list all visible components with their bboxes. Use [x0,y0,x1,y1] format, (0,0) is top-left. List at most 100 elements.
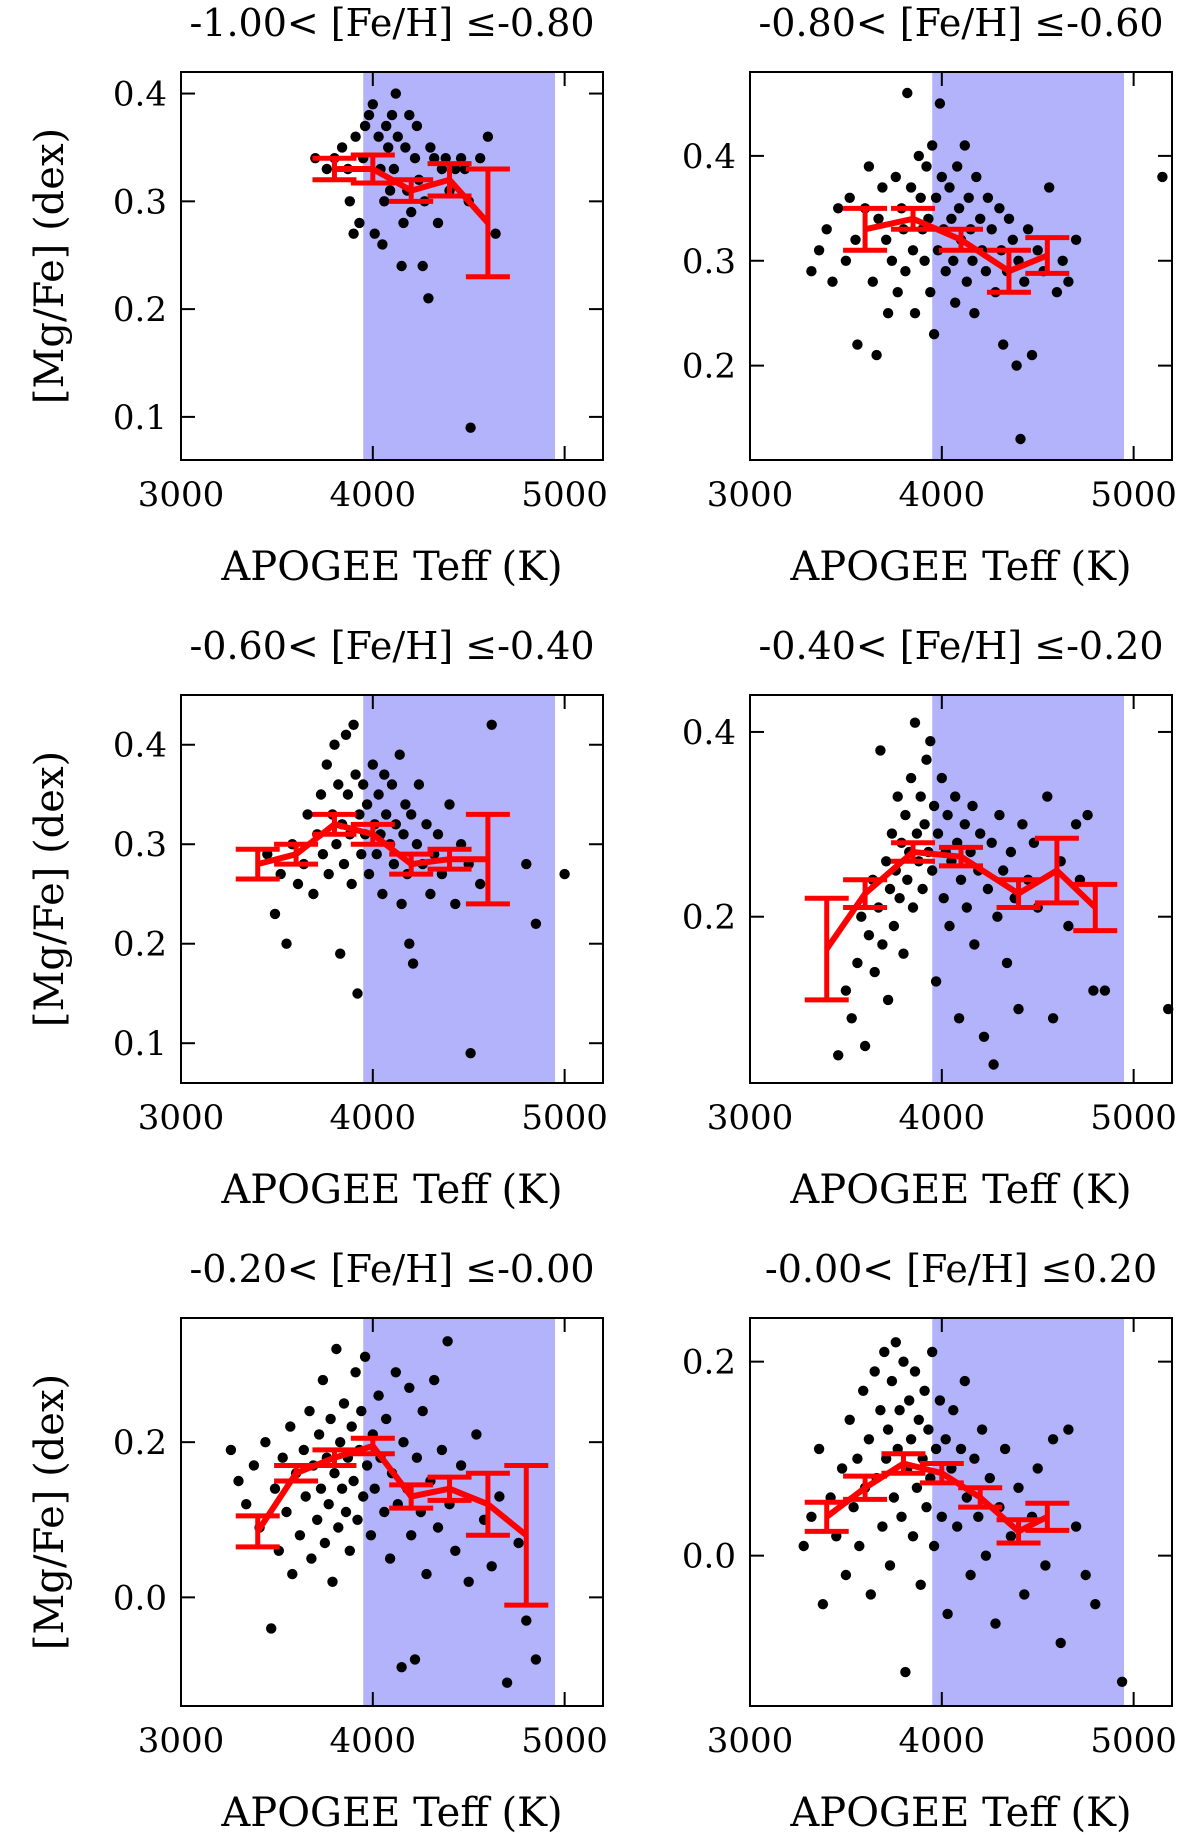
scatter-point [913,1414,924,1425]
scatter-point [963,192,974,203]
scatter-point [396,260,407,272]
scatter-point [348,719,359,730]
trend-line [843,205,1070,295]
scatter-point [350,1367,361,1378]
scatter-point [928,800,940,812]
y-tick-label: 0.4 [682,713,736,753]
scatter-point [411,1452,423,1463]
scatter-point [407,958,419,969]
scatter-point [269,1483,281,1494]
scatter-point [982,883,994,895]
scatter-point [902,87,913,99]
scatter-point [388,163,400,175]
y-tick-label: 0.3 [113,182,167,222]
scatter-point [1005,846,1017,858]
scatter-point [813,245,825,256]
scatter-point [1063,276,1074,287]
scatter-point [379,196,390,207]
scatter-point [377,239,388,250]
scatter-point [521,858,532,870]
scatter-point [396,1662,407,1673]
scatter-point [1055,1637,1066,1649]
axes-frame [180,1317,604,1707]
scatter-point [1017,819,1028,830]
scatter-point [1157,171,1168,183]
scatter-point [1032,245,1043,256]
scatter-point [856,911,867,922]
scatter-point [867,276,878,287]
scatter-point [494,1491,505,1502]
scatter-point [344,196,355,207]
scatter-point [863,930,875,941]
scatter-point [840,255,852,266]
tick-marks: 3000 4000 5000 0.0 0.2 [682,1318,1177,1761]
panel-6: 3000 4000 5000 0.0 0.2 -0.00< [Fe/H] ≤0.20 A… [682,1247,1177,1836]
scatter-point [463,1576,474,1587]
x-tick-label: 5000 [521,475,608,515]
scatter-point [398,1437,409,1448]
scatter-point [994,809,1005,821]
scatter-point [386,109,398,121]
scatter-point [888,1492,900,1503]
scatter-point [904,1395,915,1406]
scatter-point [394,749,405,760]
scatter-point [356,1405,367,1417]
scatter-point [980,266,992,277]
scatter-point [806,1511,817,1522]
scatter-point [465,1048,476,1059]
scatter-point [317,849,329,860]
scatter-point [404,109,415,121]
scatter-point [323,1499,334,1510]
panel-1: 3000 4000 5000 0.1 0.2 0.3 0.4 -1.00< [Fe/H] ≤… [27,1,608,590]
scatter-point [1047,1013,1059,1024]
panel-title: -0.60< [Fe/H] ≤-0.40 [189,624,594,668]
scatter-point [921,161,932,172]
scatter-point [898,1356,909,1367]
scatter-point [890,171,901,183]
scatter-point [411,839,423,850]
scatter-point [390,88,401,99]
tick-marks: 3000 4000 5000 0.2 0.4 [682,695,1177,1138]
scatter-point [292,878,304,890]
scatter-point [865,1589,876,1600]
scatter-point [1047,1434,1059,1445]
scatter-points [262,719,570,1059]
scatter-point [1007,234,1018,245]
x-tick-label: 5000 [1090,475,1177,515]
scatter-point [877,182,888,193]
teff-band [363,72,556,460]
scatter-point [406,809,417,820]
y-tick-label: 0.2 [682,1343,736,1383]
scatter-point [969,939,980,950]
scatter-point [938,893,949,904]
scatter-point [342,789,354,800]
scatter-point [383,142,394,153]
scatter-point [381,120,392,132]
scatter-point [417,260,428,272]
scatter-point [827,276,838,287]
scatter-point [331,1343,342,1355]
scatter-point [1040,1560,1051,1571]
scatter-point [225,1444,237,1456]
scatter-point [348,1475,359,1487]
scatter-point [994,203,1005,214]
scatter-point [859,1040,871,1052]
scatter-point [1070,234,1082,245]
scatter-point [915,192,926,203]
teff-band [363,1318,556,1706]
scatter-point [398,217,409,229]
scatter-point [298,1444,309,1456]
scatter-point [346,1421,357,1432]
y-axis-label: [Mg/Fe] (dex) [27,1374,73,1650]
y-tick-label: 0.3 [113,825,167,865]
y-tick-label: 0.2 [113,290,167,330]
scatter-point [886,1375,898,1387]
x-tick-label: 4000 [330,475,417,515]
scatter-point [333,779,344,790]
teff-band [932,1318,1125,1706]
scatter-point [317,1374,329,1386]
trend-line [235,811,510,907]
x-tick-label: 3000 [138,1721,225,1761]
scatter-point [852,1453,863,1464]
scatter-point [411,120,423,132]
